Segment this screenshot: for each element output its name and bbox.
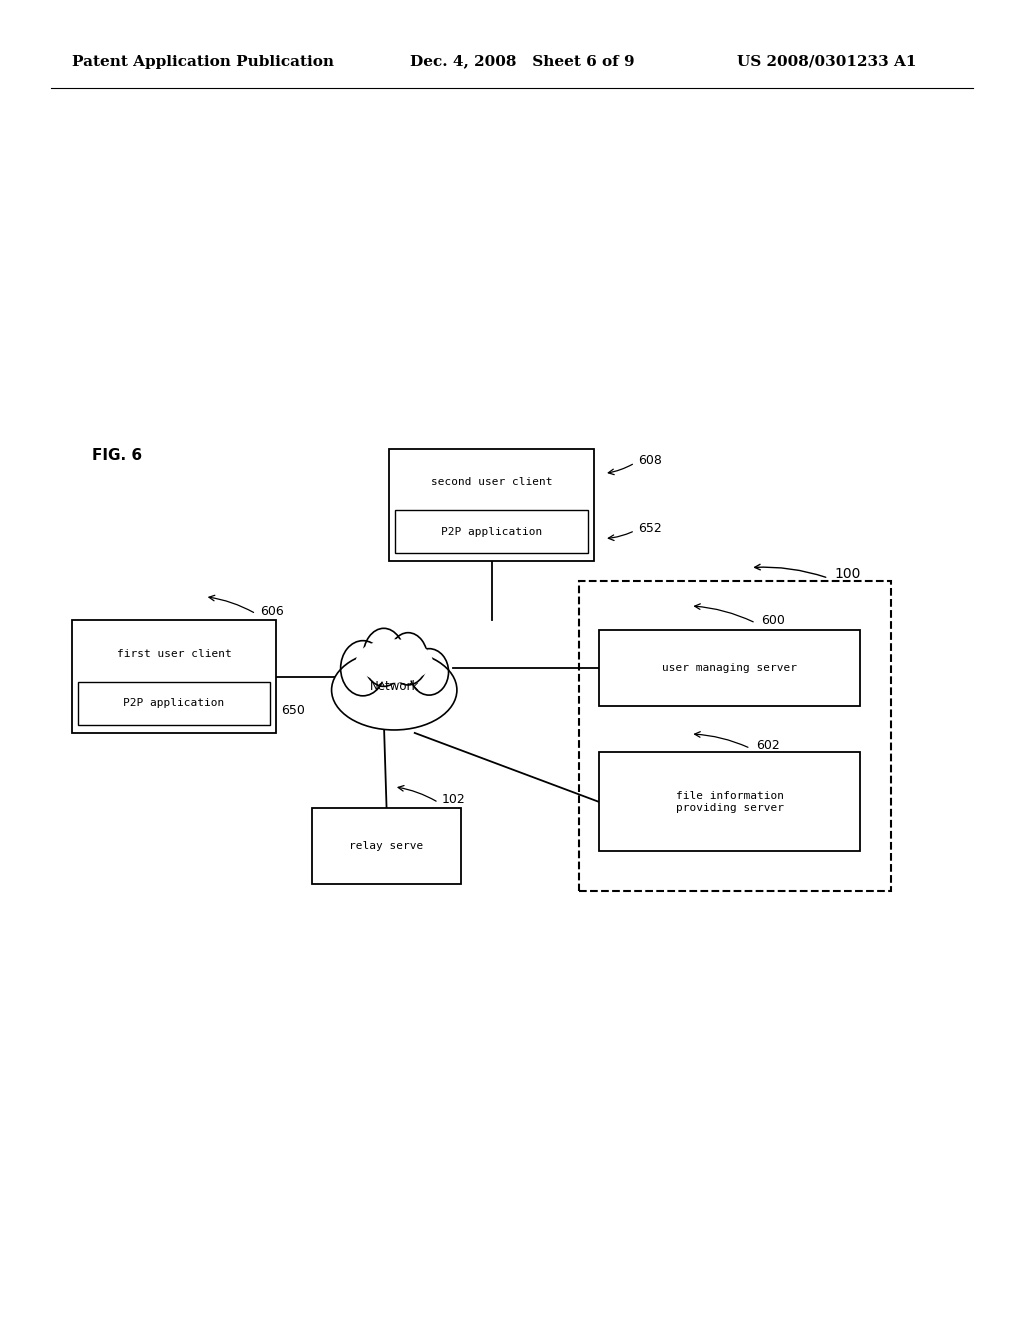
- Text: Patent Application Publication: Patent Application Publication: [72, 54, 334, 69]
- Ellipse shape: [389, 632, 428, 685]
- Text: 650: 650: [282, 704, 305, 717]
- Text: 608: 608: [638, 454, 662, 467]
- Text: second user client: second user client: [431, 478, 552, 487]
- Ellipse shape: [362, 628, 404, 686]
- Text: file information
providing server: file information providing server: [676, 791, 783, 813]
- Text: P2P application: P2P application: [441, 527, 542, 537]
- Text: US 2008/0301233 A1: US 2008/0301233 A1: [737, 54, 916, 69]
- FancyBboxPatch shape: [389, 449, 594, 561]
- Ellipse shape: [356, 639, 432, 682]
- Ellipse shape: [410, 648, 449, 696]
- Text: FIG. 6: FIG. 6: [92, 447, 142, 463]
- FancyBboxPatch shape: [395, 511, 588, 553]
- Text: relay serve: relay serve: [349, 841, 424, 851]
- Text: Network: Network: [370, 680, 419, 693]
- Text: P2P application: P2P application: [124, 698, 224, 709]
- Text: 602: 602: [756, 739, 779, 752]
- Text: user managing server: user managing server: [663, 663, 797, 673]
- Text: 102: 102: [441, 793, 465, 807]
- FancyBboxPatch shape: [312, 808, 461, 884]
- Text: 600: 600: [761, 614, 784, 627]
- Text: 100: 100: [835, 568, 861, 581]
- Ellipse shape: [341, 640, 385, 696]
- Text: 606: 606: [260, 605, 284, 618]
- FancyBboxPatch shape: [579, 581, 891, 891]
- Text: first user client: first user client: [117, 649, 231, 659]
- FancyBboxPatch shape: [72, 620, 276, 733]
- FancyBboxPatch shape: [599, 630, 860, 706]
- Text: Dec. 4, 2008   Sheet 6 of 9: Dec. 4, 2008 Sheet 6 of 9: [410, 54, 634, 69]
- FancyBboxPatch shape: [78, 682, 270, 725]
- Ellipse shape: [332, 649, 457, 730]
- FancyBboxPatch shape: [599, 752, 860, 851]
- Text: 652: 652: [638, 521, 662, 535]
